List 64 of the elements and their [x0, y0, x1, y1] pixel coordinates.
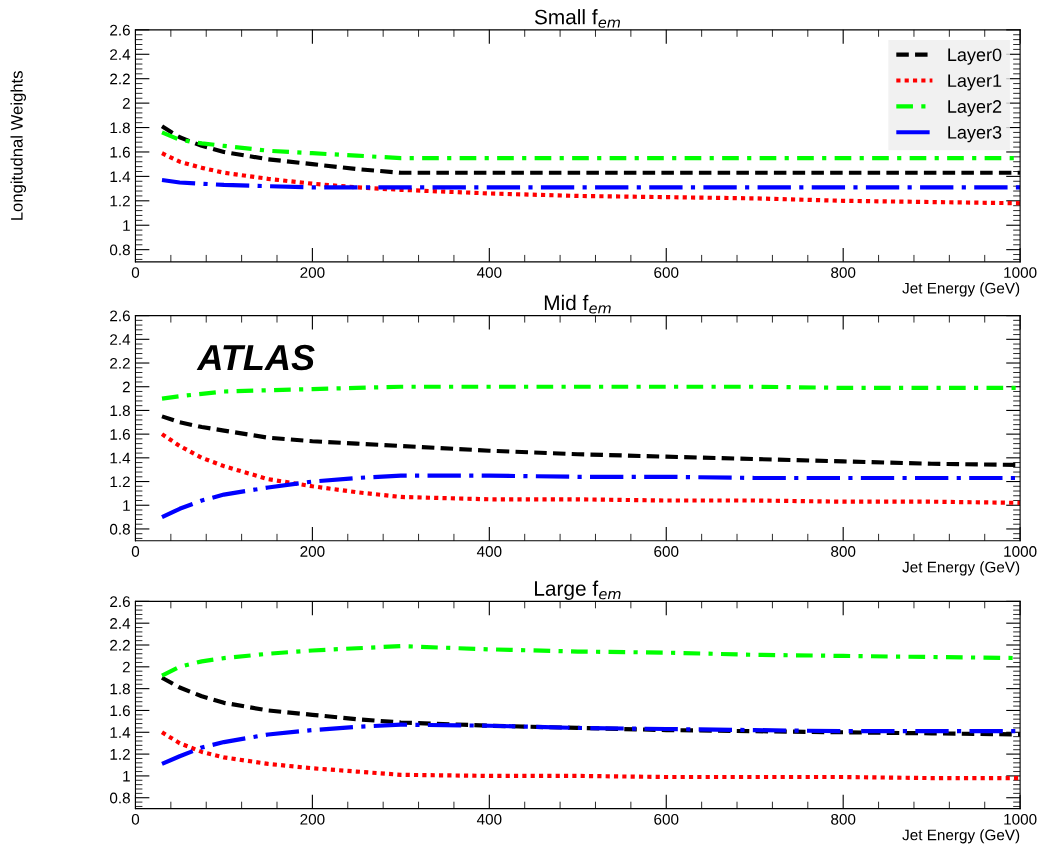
x-tick-label: 800 [831, 267, 856, 278]
y-tick-label: 2.4 [110, 618, 131, 629]
line-series [159, 151, 1021, 206]
y-tick-label: 1.2 [110, 748, 130, 760]
y-axis-title: Longitudnal Weights [10, 71, 27, 220]
y-tick-label: 0.8 [109, 244, 130, 256]
x-tick-label: 600 [654, 267, 679, 278]
y-tick-label: 1 [123, 220, 130, 231]
y-tick-label: 2.4 [110, 334, 131, 345]
x-tick-label: 800 [831, 813, 856, 825]
legend-label: Layer0 [948, 48, 1002, 65]
y-tick-label: 0.8 [109, 523, 130, 535]
y-tick-label: 2.2 [110, 639, 130, 651]
y-tick-label: 1.2 [110, 195, 130, 207]
line-series [159, 432, 1021, 505]
x-axis-title: Jet Energy (GeV) [902, 561, 1020, 576]
y-tick-label: 1.6 [110, 429, 130, 440]
x-tick-label: 1000 [1004, 546, 1037, 557]
x-tick-label: 800 [831, 546, 856, 557]
x-tick-label: 600 [654, 813, 679, 825]
x-tick-label: 200 [300, 546, 325, 557]
x-tick-label: 1000 [1004, 267, 1037, 278]
y-tick-label: 2 [122, 381, 130, 393]
x-tick-label: 400 [476, 546, 502, 557]
legend-label: Layer2 [948, 100, 1002, 117]
x-tick-label: 200 [300, 813, 325, 825]
line-series [159, 177, 1021, 190]
y-tick-label: 1.4 [110, 727, 131, 738]
y-tick-label: 2 [122, 97, 130, 109]
y-tick-label: 2.2 [110, 73, 130, 85]
y-tick-label: 2 [122, 661, 130, 673]
y-tick-label: 1 [123, 500, 130, 511]
x-tick-label: 0 [131, 546, 140, 557]
chart-title: Small f$_{em}$ [534, 9, 620, 28]
x-tick-label: 600 [654, 546, 679, 557]
legend-label: Layer1 [948, 74, 1002, 91]
y-tick-label: 2.4 [110, 49, 131, 60]
chart-title: Large f$_{em}$ [535, 580, 621, 600]
y-tick-label: 2.6 [110, 24, 130, 36]
x-tick-label: 200 [300, 267, 325, 278]
y-tick-label: 1 [123, 770, 130, 782]
y-tick-label: 2.6 [110, 310, 130, 322]
y-tick-label: 1.8 [110, 683, 130, 695]
y-tick-label: 1.8 [110, 122, 130, 134]
y-tick-label: 1.6 [110, 146, 130, 158]
y-tick-label: 2.2 [110, 357, 130, 369]
x-tick-label: 0 [131, 267, 140, 278]
line-series [159, 730, 1021, 781]
y-tick-label: 2.6 [110, 596, 130, 608]
x-tick-label: 0 [131, 813, 140, 825]
y-tick-label: 1.4 [110, 452, 131, 464]
y-tick-label: 1.8 [110, 405, 130, 417]
x-axis-title: Jet Energy (GeV) [902, 282, 1020, 297]
y-tick-label: 1.6 [110, 705, 130, 717]
x-tick-label: 400 [476, 813, 502, 825]
x-tick-label: 400 [476, 267, 502, 278]
annotation: ATLAS [196, 344, 315, 371]
legend-label: Layer3 [948, 125, 1002, 143]
x-tick-label: 1000 [1004, 813, 1037, 825]
x-axis-title: Jet Energy (GeV) [902, 829, 1020, 844]
y-tick-label: 0.8 [109, 792, 130, 804]
y-tick-label: 1.2 [110, 476, 130, 488]
y-tick-label: 1.4 [110, 171, 131, 182]
chart-title: Mid f$_{em}$ [544, 294, 611, 314]
